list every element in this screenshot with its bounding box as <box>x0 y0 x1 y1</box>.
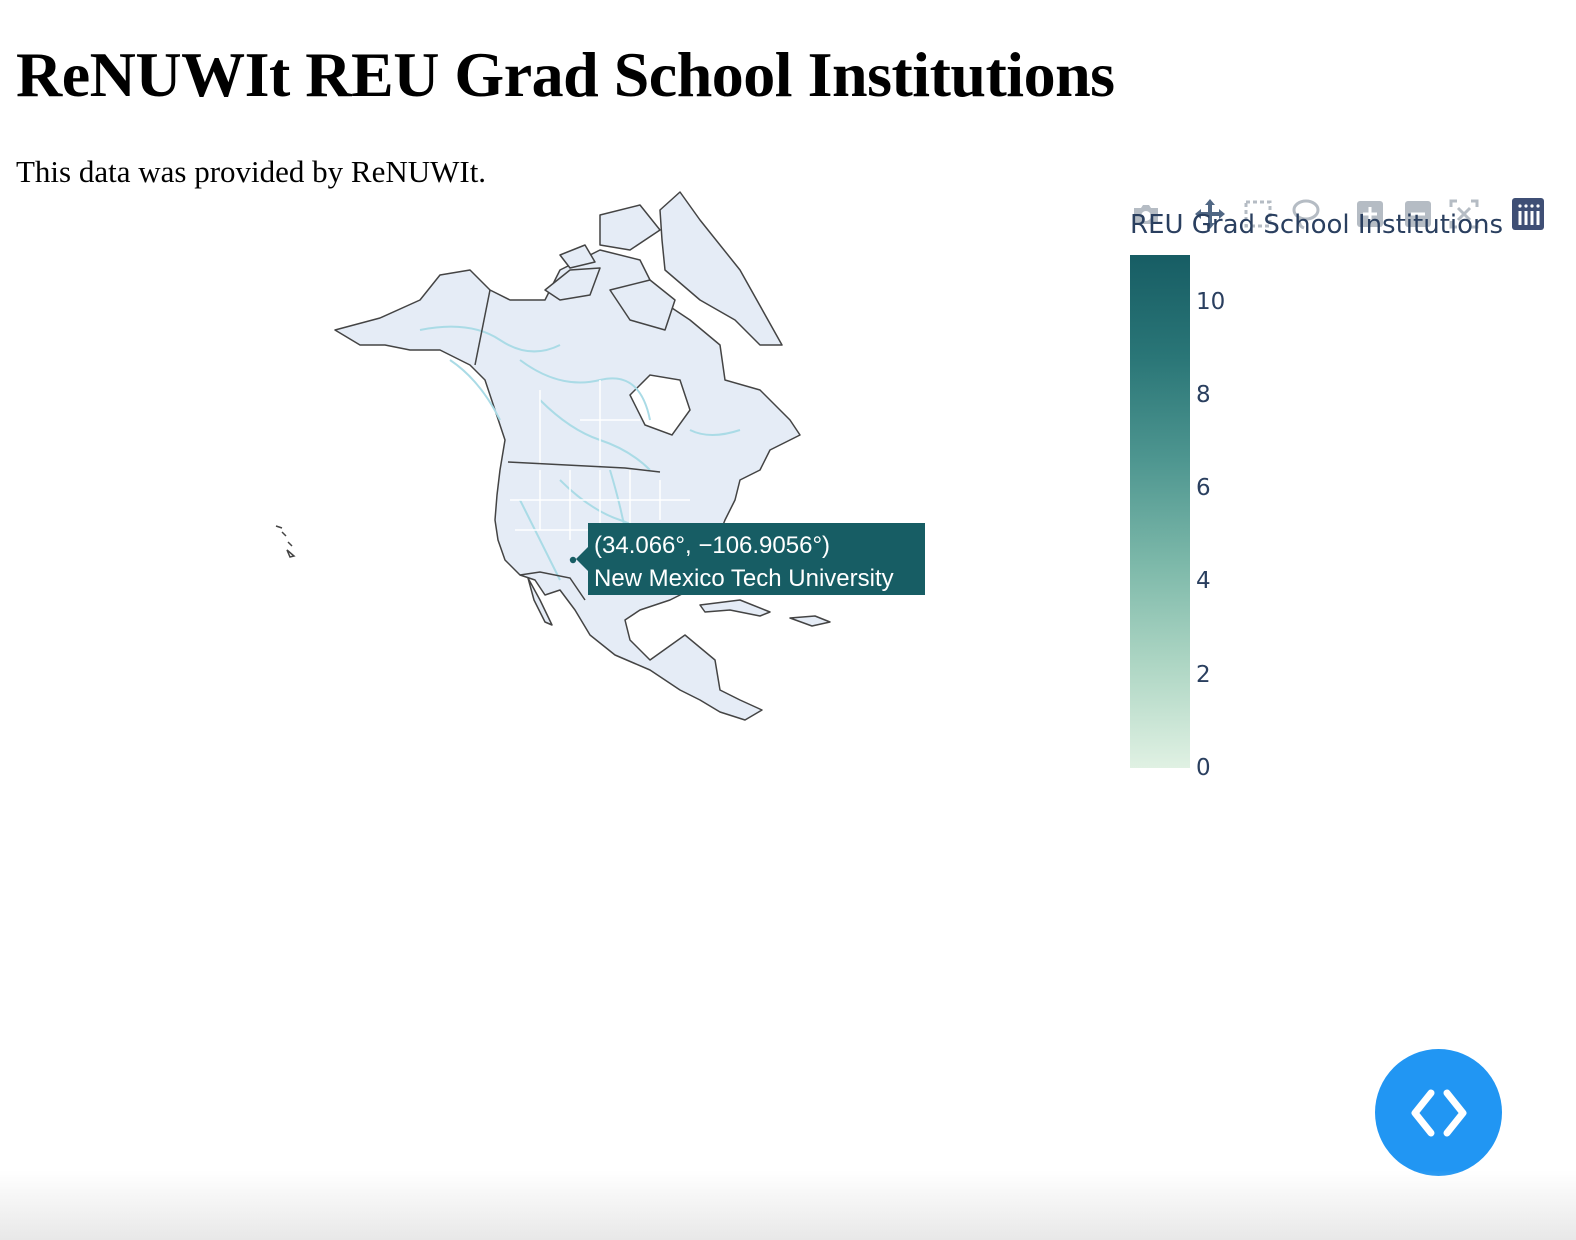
colorbar-tick: 6 <box>1196 475 1211 501</box>
view-code-button[interactable] <box>1375 1049 1502 1176</box>
reset-view-icon[interactable] <box>1446 196 1482 232</box>
hispaniola <box>789 615 831 627</box>
greenland <box>659 191 783 346</box>
north-america-map[interactable] <box>260 185 880 745</box>
institution-points <box>569 556 577 564</box>
state-borders <box>510 380 690 540</box>
land-masses <box>334 191 831 721</box>
colorbar-tick: 4 <box>1196 568 1211 594</box>
lasso-select-icon[interactable] <box>1288 196 1324 232</box>
hover-tooltip: (34.066°, −106.9056°) New Mexico Tech Un… <box>576 523 925 595</box>
cuba <box>699 599 771 617</box>
colorbar-title: REU Grad School Institutions <box>1130 210 1504 240</box>
plotly-logo-icon[interactable] <box>1510 196 1546 232</box>
bottom-shade <box>0 1170 1576 1240</box>
hudson-bay <box>629 374 691 436</box>
tooltip-coordinates: (34.066°, −106.9056°) <box>594 532 831 559</box>
hawaii-islands <box>275 525 296 558</box>
page-title: ReNUWIt REU Grad School Institutions <box>16 39 1115 110</box>
colorbar-tick: 2 <box>1196 662 1211 688</box>
colorbar <box>1130 255 1190 768</box>
colorbar-tick: 8 <box>1196 382 1211 408</box>
colorbar-tick: 0 <box>1196 755 1211 781</box>
pan-icon[interactable] <box>1192 196 1228 232</box>
modebar <box>1128 196 1548 232</box>
tooltip-institution-name: New Mexico Tech University <box>594 565 894 592</box>
arctic-island-1 <box>599 204 661 251</box>
institution-point[interactable] <box>569 556 577 564</box>
colorbar-tick: 10 <box>1196 289 1226 315</box>
camera-icon[interactable] <box>1128 196 1164 232</box>
zoom-out-icon[interactable] <box>1400 196 1436 232</box>
code-brackets-icon <box>1411 1089 1466 1136</box>
page-subtitle: This data was provided by ReNUWIt. <box>16 154 487 189</box>
country-borders <box>474 289 661 601</box>
mainland-north-america <box>334 249 801 721</box>
arctic-island-2 <box>544 267 601 301</box>
zoom-in-icon[interactable] <box>1352 196 1388 232</box>
arctic-island-3 <box>609 279 676 331</box>
arctic-island-4 <box>559 244 596 269</box>
baja-california <box>527 577 553 626</box>
box-select-icon[interactable] <box>1240 196 1276 232</box>
